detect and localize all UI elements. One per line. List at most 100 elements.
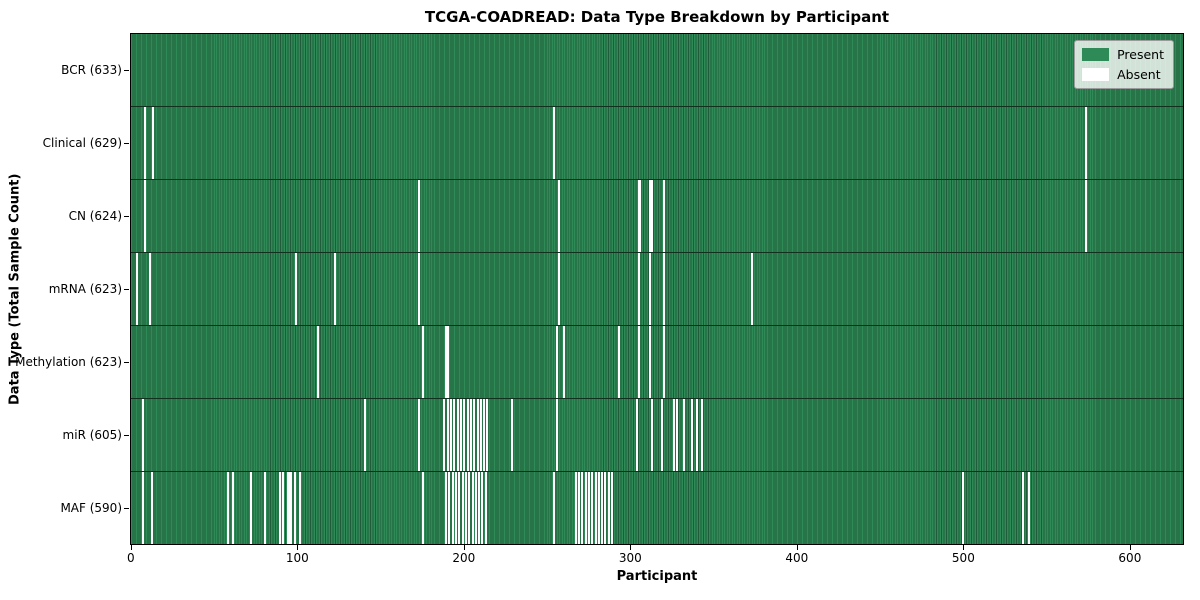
absent-cell-MAF-285 [604, 472, 607, 544]
absent-cell-Methylation-260 [562, 326, 565, 398]
absent-cell-miR-192 [449, 399, 452, 471]
absent-cell-MAF-211 [481, 472, 484, 544]
absent-cell-Methylation-175 [421, 326, 424, 398]
absent-cell-MAF-12 [150, 472, 153, 544]
absent-cell-miR-319 [660, 399, 663, 471]
absent-cell-Clinical-13 [152, 107, 155, 179]
absent-cell-mRNA-373 [750, 253, 753, 325]
x-tick-mark [130, 545, 132, 550]
absent-cell-CN-313 [651, 180, 653, 252]
y-tick-mark [124, 142, 129, 144]
absent-cell-MAF-7 [142, 472, 145, 544]
heatmap-row-BCR [131, 34, 1183, 106]
absent-cell-MAF-209 [478, 472, 481, 544]
absent-cell-MAF-195 [454, 472, 457, 544]
absent-cell-miR-196 [456, 399, 459, 471]
absent-cell-MAF-61 [232, 472, 235, 544]
absent-cell-MAF-289 [611, 472, 614, 544]
x-tick-mark [1129, 545, 1131, 550]
absent-cell-MAF-193 [451, 472, 454, 544]
absent-cell-CN-574 [1084, 180, 1087, 252]
y-tick-label-Clinical: Clinical (629) [42, 135, 122, 150]
absent-cell-miR-328 [675, 399, 678, 471]
x-tick-mark [630, 545, 632, 550]
absent-cell-MAF-275 [587, 472, 590, 544]
absent-cell-Clinical-8 [144, 107, 147, 179]
absent-cell-miR-340 [695, 399, 698, 471]
absent-cell-MAF-271 [581, 472, 584, 544]
absent-cell-mRNA-122 [333, 253, 336, 325]
absent-cell-MAF-536 [1021, 472, 1024, 544]
absent-cell-miR-214 [486, 399, 489, 471]
y-tick-mark [124, 289, 129, 290]
absent-cell-miR-194 [453, 399, 456, 471]
absent-cell-miR-326 [672, 399, 675, 471]
x-tick-label-100: 100 [285, 551, 309, 565]
absent-cell-MAF-500 [961, 472, 964, 544]
legend-item-present: Present [1082, 47, 1164, 62]
absent-cell-MAF-279 [594, 472, 597, 544]
absent-cell-Clinical-574 [1084, 107, 1087, 179]
absent-cell-miR-7 [142, 399, 145, 471]
x-tick-label-400: 400 [785, 551, 809, 565]
absent-cell-mRNA-257 [557, 253, 560, 325]
absent-cell-miR-202 [466, 399, 469, 471]
absent-cell-MAF-101 [298, 472, 301, 544]
absent-cell-MAF-197 [458, 472, 461, 544]
heatmap-row-Methylation [131, 325, 1183, 398]
absent-cell-miR-332 [682, 399, 685, 471]
absent-cell-mRNA-173 [418, 253, 421, 325]
absent-cell-mRNA-305 [637, 253, 640, 325]
absent-cell-Methylation-305 [637, 326, 640, 398]
absent-cell-miR-229 [511, 399, 514, 471]
x-tick-mark [463, 545, 465, 550]
absent-cell-miR-188 [443, 399, 446, 471]
y-tick-mark [124, 508, 129, 510]
x-tick-label-300: 300 [618, 551, 642, 565]
absent-cell-MAF-540 [1028, 472, 1031, 544]
absent-cell-MAF-287 [607, 472, 610, 544]
y-tick-label-MAF: MAF (590) [60, 501, 122, 516]
absent-cell-miR-204 [469, 399, 472, 471]
absent-cell-miR-212 [483, 399, 486, 471]
heatmap-row-miR [131, 398, 1183, 471]
chart-title: TCGA-COADREAD: Data Type Breakdown by Pa… [424, 8, 890, 26]
absent-cell-CN-306 [639, 180, 642, 252]
absent-cell-MAF-58 [227, 472, 230, 544]
absent-cell-miR-140 [363, 399, 366, 471]
absent-cell-MAF-191 [448, 472, 451, 544]
y-tick-mark [124, 435, 129, 437]
absent-cell-Methylation-293 [617, 326, 620, 398]
absent-cell-MAF-277 [591, 472, 594, 544]
x-tick-label-500: 500 [951, 551, 975, 565]
y-tick-label-CN: CN (624) [68, 208, 122, 223]
heatmap-row-mRNA [131, 252, 1183, 325]
absent-cell-MAF-72 [250, 472, 253, 544]
absent-cell-MAF-207 [474, 472, 477, 544]
y-tick-label-miR: miR (605) [62, 428, 122, 443]
absent-cell-miR-190 [446, 399, 449, 471]
absent-cell-MAF-95 [288, 472, 291, 544]
heatmap-row-MAF [131, 471, 1183, 544]
y-tick-label-Methylation: Methylation (623) [15, 355, 122, 370]
absent-cell-MAF-205 [471, 472, 474, 544]
absent-cell-mRNA-312 [649, 253, 652, 325]
absent-cell-mRNA-11 [149, 253, 152, 325]
heatmap-row-CN [131, 179, 1183, 252]
heatmap-row-Clinical [131, 106, 1183, 179]
absent-cell-MAF-98 [293, 472, 296, 544]
absent-cell-CN-305 [637, 180, 640, 252]
absent-cell-Methylation-312 [649, 326, 652, 398]
absent-cell-MAF-89 [278, 472, 281, 544]
legend: Present Absent [1074, 40, 1174, 89]
absent-cell-miR-206 [473, 399, 476, 471]
absent-cell-mRNA-320 [662, 253, 665, 325]
absent-cell-MAF-199 [461, 472, 464, 544]
absent-cell-miR-198 [459, 399, 462, 471]
absent-cell-MAF-201 [464, 472, 467, 544]
x-tick-mark [297, 545, 299, 550]
absent-cell-Methylation-189 [444, 326, 447, 398]
x-axis-label: Participant [616, 569, 698, 584]
absent-cell-miR-256 [556, 399, 559, 471]
x-tick-mark [796, 545, 798, 550]
